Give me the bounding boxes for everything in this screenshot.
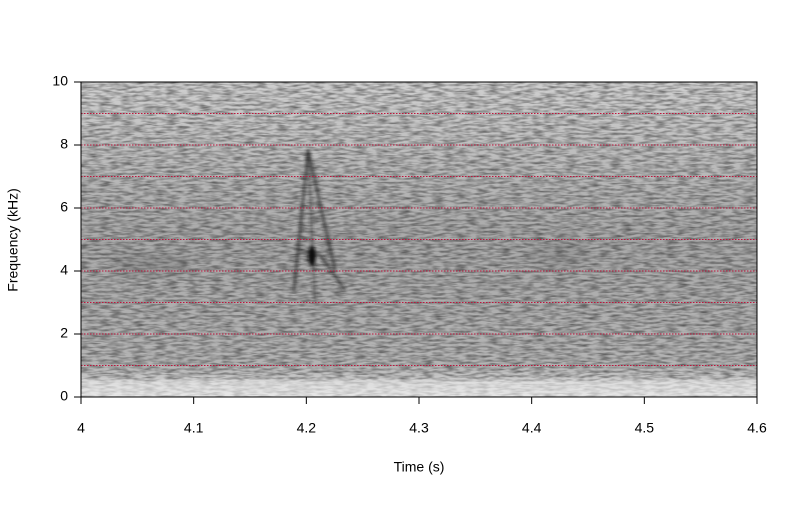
x-tick-label: 4.3 (409, 420, 429, 436)
x-axis-label: Time (s) (394, 459, 445, 475)
x-tick-label: 4.2 (297, 420, 317, 436)
y-tick-label: 6 (60, 199, 68, 215)
y-tick-label: 0 (60, 388, 68, 404)
spectrogram-image (81, 82, 757, 397)
x-tick-label: 4.4 (522, 420, 542, 436)
x-tick-label: 4.5 (635, 420, 655, 436)
x-tick-label: 4 (77, 420, 85, 436)
x-tick-label: 4.6 (747, 420, 767, 436)
y-axis-label: Frequency (kHz) (5, 188, 21, 291)
y-tick-label: 4 (60, 262, 68, 278)
y-tick-label: 10 (52, 73, 68, 89)
x-tick-label: 4.1 (184, 420, 204, 436)
y-tick-label: 8 (60, 136, 68, 152)
y-tick-label: 2 (60, 325, 68, 341)
